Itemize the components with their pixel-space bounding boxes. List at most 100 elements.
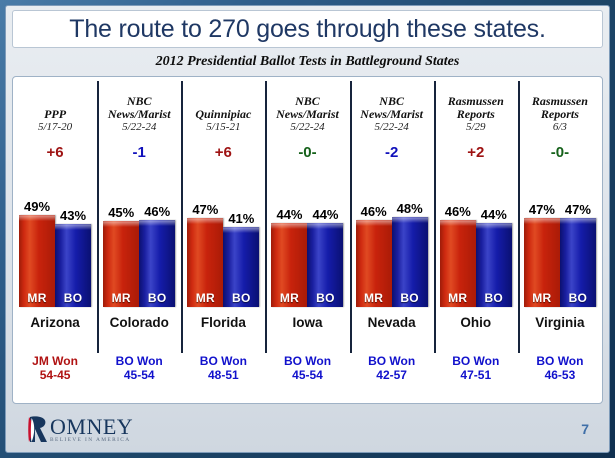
margin-value: +6	[214, 143, 232, 161]
bar-group-bo: 41% BO	[223, 169, 260, 307]
state-row: Colorado	[99, 307, 179, 337]
bar-bo: BO	[559, 218, 596, 307]
margin-value: -0-	[550, 143, 570, 161]
poll-date: 6/3	[552, 121, 567, 133]
prior-result: BO Won 48-51	[183, 337, 263, 403]
bar-value-label-bo: 44%	[480, 206, 507, 222]
pollster-name-line2: Reports	[456, 107, 495, 121]
margin-row: -2	[352, 135, 432, 169]
bar-bo: BO	[223, 227, 260, 307]
bar-value-label-bo: 41%	[228, 211, 255, 227]
bar-mr: MR	[19, 215, 56, 307]
bar-group-bo: 46% BO	[139, 169, 176, 307]
bar-mr: MR	[103, 221, 140, 307]
bar-series-label-mr: MR	[111, 291, 131, 305]
state-name: Arizona	[30, 314, 80, 330]
romney-logo: OMNEY BELIEVE IN AMERICA	[28, 414, 133, 444]
poll-column-ohio: Rasmussen Reports 5/29 +2 46% MR 44% BO Ohio BO W…	[433, 77, 518, 403]
poll-table-panel: PPP 5/17-20 +6 49% MR 43% BO Arizona JM Won 54-45…	[12, 76, 603, 404]
state-name: Florida	[200, 314, 246, 330]
poll-date: 5/29	[465, 121, 486, 133]
prior-result: JM Won 54-45	[15, 337, 95, 403]
bar-value-label-mr: 46%	[360, 203, 387, 219]
poll-column-nevada: NBC News/Marist 5/22-24 -2 46% MR 48% BO Nevada B…	[349, 77, 434, 403]
bar-group-mr: 47% MR	[523, 169, 560, 307]
margin-value: -1	[132, 143, 146, 161]
bar-chart: 46% MR 48% BO	[352, 169, 432, 307]
pollster-header: NBC News/Marist 5/22-24	[99, 77, 179, 135]
poll-column-iowa: NBC News/Marist 5/22-24 -0- 44% MR 44% BO Iowa BO…	[265, 77, 349, 403]
bar-series-label-mr: MR	[279, 291, 300, 305]
state-name: Colorado	[109, 314, 169, 330]
romney-r-icon	[28, 415, 49, 444]
bar-value-label-bo: 46%	[144, 203, 171, 219]
pollster-name-line2: News/Marist	[360, 107, 423, 121]
page-number: 7	[581, 421, 589, 437]
margin-row: -0-	[267, 135, 347, 169]
bar-group-bo: 47% BO	[559, 169, 596, 307]
state-row: Nevada	[352, 307, 432, 337]
bar-series-label-mr: MR	[363, 291, 384, 305]
bar-bo: BO	[307, 222, 344, 307]
bar-value-label-bo: 47%	[564, 202, 591, 218]
bar-chart: 47% MR 41% BO	[183, 169, 263, 307]
bar-series-label-bo: BO	[232, 291, 251, 305]
prior-result: BO Won 46-53	[520, 337, 600, 403]
bar-group-mr: 45% MR	[103, 169, 140, 307]
result-score: 45-54	[292, 368, 323, 382]
result-winner: BO Won	[115, 354, 163, 368]
subtitle-row: 2012 Presidential Ballot Tests in Battle…	[12, 48, 603, 76]
poll-column-virginia: Rasmussen Reports 6/3 -0- 47% MR 47% BO Virginia…	[517, 77, 602, 403]
romney-wordmark: OMNEY	[50, 414, 134, 439]
bar-group-bo: 48% BO	[391, 169, 428, 307]
poll-date: 5/22-24	[374, 121, 409, 133]
prior-result: BO Won 45-54	[99, 337, 179, 403]
pollster-name-line1: NBC	[126, 94, 152, 108]
result-winner: BO Won	[283, 354, 332, 368]
bar-chart: 47% MR 47% BO	[520, 169, 600, 307]
bar-group-mr: 46% MR	[439, 169, 476, 307]
pollster-name-line2: Reports	[540, 107, 579, 121]
bar-chart: 46% MR 44% BO	[436, 169, 516, 307]
bar-series-label-bo: BO	[568, 291, 588, 305]
poll-date: 5/22-24	[290, 121, 325, 133]
result-score: 54-45	[39, 368, 71, 382]
poll-column-arizona: PPP 5/17-20 +6 49% MR 43% BO Arizona JM Won 54-45	[13, 77, 97, 403]
chart-subtitle: 2012 Presidential Ballot Tests in Battle…	[155, 54, 460, 69]
margin-value: +6	[46, 143, 64, 161]
bar-series-label-bo: BO	[63, 291, 83, 305]
pollster-name-line1: Rasmussen	[447, 94, 504, 108]
margin-value: +2	[467, 143, 485, 161]
result-winner: BO Won	[199, 354, 247, 368]
bar-series-label-bo: BO	[147, 291, 167, 305]
margin-row: -0-	[520, 135, 600, 169]
pollster-header: NBC News/Marist 5/22-24	[267, 77, 347, 135]
poll-column-colorado: NBC News/Marist 5/22-24 -1 45% MR 46% BO Colorad…	[97, 77, 181, 403]
margin-row: -1	[99, 135, 179, 169]
poll-date: 5/15-21	[206, 121, 241, 133]
page-title: The route to 270 goes through these stat…	[69, 14, 546, 43]
pollster-name-line1: PPP	[44, 107, 67, 121]
state-row: Virginia	[520, 307, 600, 337]
bar-group-mr: 44% MR	[271, 169, 308, 307]
bar-value-label-bo: 48%	[396, 200, 423, 216]
bar-group-mr: 49% MR	[19, 169, 56, 307]
pollster-name-line2: News/Marist	[107, 107, 171, 121]
bar-mr: MR	[355, 219, 392, 307]
margin-value: -2	[384, 143, 399, 161]
pollster-header: Rasmussen Reports 5/29	[436, 77, 516, 135]
bar-value-label-bo: 44%	[312, 206, 339, 222]
result-score: 48-51	[208, 368, 239, 382]
bar-mr: MR	[187, 218, 224, 307]
bar-group-bo: 44% BO	[307, 169, 344, 307]
bar-value-label-mr: 45%	[108, 205, 135, 221]
pollster-header: NBC News/Marist 5/22-24	[352, 77, 432, 135]
bar-series-label-mr: MR	[27, 291, 47, 305]
bar-mr: MR	[271, 222, 308, 307]
result-score: 42-57	[376, 368, 407, 382]
margin-row: +6	[15, 135, 95, 169]
bar-group-mr: 46% MR	[355, 169, 392, 307]
slide-footer: OMNEY BELIEVE IN AMERICA 7	[12, 408, 603, 452]
result-score: 46-53	[544, 368, 576, 382]
bar-mr: MR	[439, 219, 476, 307]
